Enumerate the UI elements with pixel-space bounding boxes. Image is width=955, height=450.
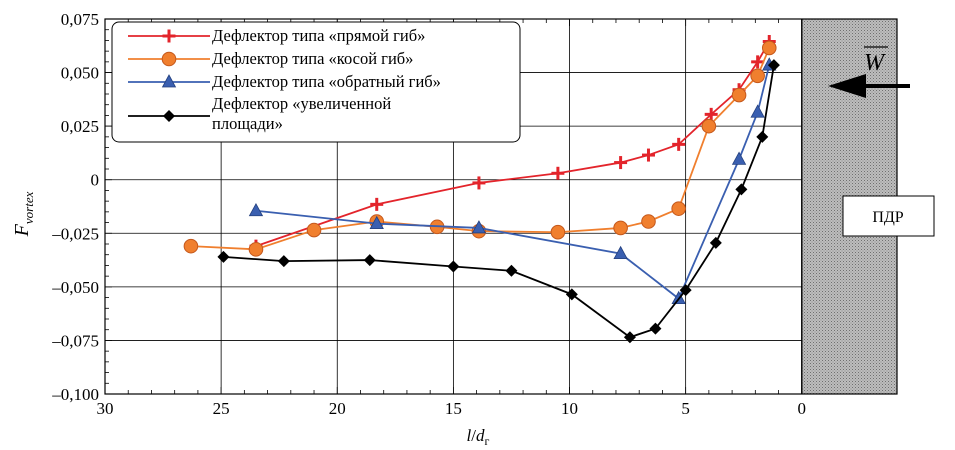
y-tick-label: 0 bbox=[91, 171, 100, 190]
data-point bbox=[613, 245, 628, 260]
legend-swatch-marker bbox=[161, 74, 177, 88]
legend-item-3: Дефлектор типа «обратный гиб» bbox=[128, 72, 441, 91]
y-axis-label: Fvortex bbox=[11, 191, 36, 237]
data-point bbox=[472, 176, 486, 190]
data-point bbox=[551, 166, 565, 180]
data-point bbox=[767, 59, 780, 72]
data-point bbox=[217, 250, 230, 263]
data-point bbox=[248, 202, 264, 217]
y-tick-label: –0,075 bbox=[51, 331, 99, 350]
x-tick-label: 0 bbox=[798, 399, 807, 418]
data-point bbox=[756, 130, 769, 143]
data-point bbox=[704, 107, 718, 121]
zone-label: ПДР bbox=[872, 209, 903, 226]
data-point bbox=[701, 118, 717, 134]
y-tick-label: –0,050 bbox=[51, 278, 99, 297]
data-point bbox=[731, 87, 747, 103]
data-point bbox=[505, 264, 518, 277]
data-point bbox=[709, 236, 722, 249]
data-point bbox=[735, 183, 748, 196]
y-tick-label: –0,100 bbox=[51, 385, 99, 404]
data-point bbox=[248, 242, 264, 257]
data-point bbox=[671, 201, 686, 216]
y-tick-label: 0,025 bbox=[61, 117, 99, 136]
series-layer bbox=[183, 35, 780, 344]
data-point bbox=[277, 255, 290, 268]
data-point bbox=[750, 104, 765, 118]
data-point bbox=[447, 260, 460, 273]
legend-swatch-marker bbox=[163, 110, 175, 122]
x-tick-label: 20 bbox=[329, 399, 346, 418]
legend-box bbox=[111, 21, 521, 143]
data-point bbox=[370, 197, 384, 211]
data-point bbox=[613, 220, 628, 236]
data-point bbox=[641, 214, 656, 229]
data-point bbox=[306, 222, 322, 238]
legend-label: Дефлектор типа «косой гиб» bbox=[212, 49, 413, 68]
legend-item-1: Дефлектор типа «прямой гиб» bbox=[128, 26, 425, 45]
data-point bbox=[731, 151, 747, 165]
data-point bbox=[649, 322, 662, 335]
legend-label: Дефлектор типа «обратный гиб» bbox=[212, 72, 441, 91]
legend-swatch-marker bbox=[162, 29, 176, 43]
legend-label: Дефлектор «увеличенной bbox=[212, 94, 391, 113]
legend-item-2: Дефлектор типа «косой гиб» bbox=[128, 49, 413, 68]
data-point bbox=[614, 156, 628, 170]
data-point bbox=[641, 148, 655, 162]
legend-swatch-marker bbox=[161, 51, 177, 67]
data-point bbox=[471, 220, 487, 234]
data-point bbox=[363, 254, 376, 267]
legend: Дефлектор типа «прямой гиб» Дефлектор тип… bbox=[111, 21, 521, 143]
x-tick-label: 10 bbox=[561, 399, 578, 418]
legend-label: Дефлектор типа «прямой гиб» bbox=[212, 26, 425, 45]
data-point bbox=[623, 331, 636, 344]
data-point bbox=[679, 284, 692, 297]
zone-label-box bbox=[842, 195, 935, 237]
x-tick-label: 25 bbox=[213, 399, 230, 418]
data-point bbox=[761, 40, 777, 56]
data-point bbox=[750, 68, 765, 84]
y-tick-label: –0,025 bbox=[51, 224, 99, 243]
legend-label: площади» bbox=[212, 114, 283, 133]
data-point bbox=[369, 215, 384, 230]
vector-arrow-head bbox=[828, 74, 866, 98]
x-tick-label: 15 bbox=[445, 399, 462, 418]
x-tick-label: 30 bbox=[97, 399, 114, 418]
x-tick-label: 5 bbox=[681, 399, 690, 418]
annotation-layer: ПДР W bbox=[828, 46, 935, 237]
y-tick-label: 0,050 bbox=[61, 64, 99, 83]
series-4 bbox=[217, 59, 780, 344]
data-point bbox=[565, 288, 578, 301]
data-point bbox=[751, 55, 765, 69]
data-point bbox=[672, 137, 686, 151]
y-tick-label: 0,075 bbox=[61, 10, 99, 29]
data-point bbox=[183, 238, 199, 254]
x-axis-label: l/dг bbox=[467, 426, 490, 448]
vector-label: W bbox=[864, 50, 886, 76]
data-point bbox=[550, 224, 566, 240]
series-line bbox=[255, 64, 771, 301]
series-2 bbox=[183, 40, 777, 257]
